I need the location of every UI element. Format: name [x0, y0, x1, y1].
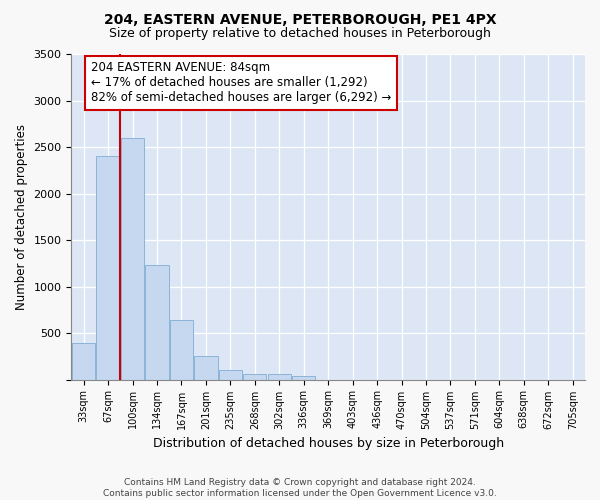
X-axis label: Distribution of detached houses by size in Peterborough: Distribution of detached houses by size …: [152, 437, 504, 450]
Bar: [243, 374, 266, 380]
Bar: [121, 138, 144, 380]
Bar: [145, 265, 169, 380]
Bar: [72, 344, 95, 380]
Bar: [292, 376, 316, 380]
Bar: [170, 320, 193, 380]
Text: 204, EASTERN AVENUE, PETERBOROUGH, PE1 4PX: 204, EASTERN AVENUE, PETERBOROUGH, PE1 4…: [104, 12, 496, 26]
Text: Size of property relative to detached houses in Peterborough: Size of property relative to detached ho…: [109, 28, 491, 40]
Y-axis label: Number of detached properties: Number of detached properties: [15, 124, 28, 310]
Bar: [97, 156, 120, 380]
Bar: [219, 370, 242, 380]
Bar: [194, 356, 218, 380]
Bar: [268, 374, 291, 380]
Text: Contains HM Land Registry data © Crown copyright and database right 2024.
Contai: Contains HM Land Registry data © Crown c…: [103, 478, 497, 498]
Text: 204 EASTERN AVENUE: 84sqm
← 17% of detached houses are smaller (1,292)
82% of se: 204 EASTERN AVENUE: 84sqm ← 17% of detac…: [91, 62, 391, 104]
